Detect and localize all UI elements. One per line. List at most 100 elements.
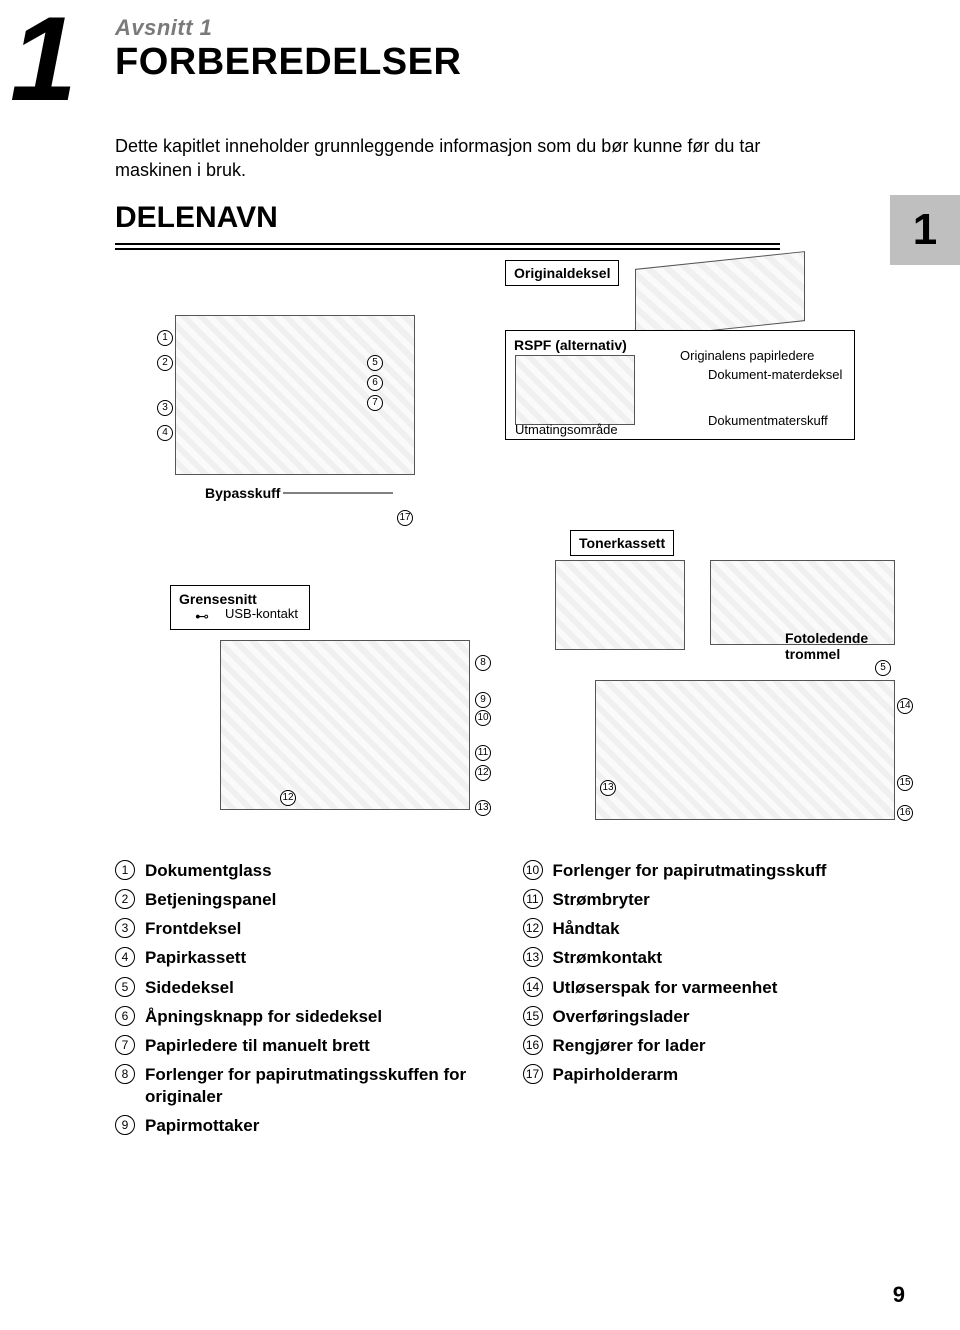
sketch-tonerkassett	[555, 560, 685, 650]
callout-r5: 5	[875, 660, 891, 676]
part-num: 4	[115, 947, 135, 967]
section-divider	[115, 243, 780, 250]
part-label: Åpningsknapp for sidedeksel	[145, 1006, 382, 1027]
part-label: Overføringslader	[553, 1006, 690, 1027]
label-fotoledende-trommel: Fotoledende trommel	[785, 630, 900, 662]
label-dokumentmaterskuff: Dokumentmaterskuff	[708, 413, 828, 428]
part-row: 4 Papirkassett	[115, 947, 493, 968]
sketch-originaldeksel	[635, 251, 805, 339]
callout-9: 9	[475, 692, 491, 708]
section-tab: 1	[890, 195, 960, 265]
label-originalens-papirledere: Originalens papirledere	[680, 348, 814, 363]
part-row: 1 Dokumentglass	[115, 860, 493, 881]
part-num: 13	[523, 947, 543, 967]
part-label: Rengjører for lader	[553, 1035, 706, 1056]
section-heading: DELENAVN	[115, 201, 900, 235]
part-row: 7 Papirledere til manuelt brett	[115, 1035, 493, 1056]
part-num: 1	[115, 860, 135, 880]
section-tab-number: 1	[913, 205, 937, 255]
part-row: 12 Håndtak	[523, 918, 901, 939]
part-row: 16 Rengjører for lader	[523, 1035, 901, 1056]
part-row: 2 Betjeningspanel	[115, 889, 493, 910]
part-label: Papirkassett	[145, 947, 246, 968]
part-label: Papirholderarm	[553, 1064, 679, 1085]
part-num: 16	[523, 1035, 543, 1055]
part-num: 14	[523, 977, 543, 997]
sketch-interior-bottom	[595, 680, 895, 820]
part-label: Forlenger for papirutmatingsskuffen for …	[145, 1064, 493, 1107]
part-row: 15 Overføringslader	[523, 1006, 901, 1027]
part-num: 8	[115, 1064, 135, 1084]
callout-17: 17	[397, 510, 413, 526]
label-rspf: RSPF (alternativ)	[514, 337, 627, 353]
part-row: 6 Åpningsknapp for sidedeksel	[115, 1006, 493, 1027]
chapter-number: 1	[10, 0, 77, 128]
sketch-rspf	[515, 355, 635, 425]
parts-list: 1 Dokumentglass 2 Betjeningspanel 3 Frontde…	[115, 860, 900, 1145]
part-num: 3	[115, 918, 135, 938]
callout-11: 11	[475, 745, 491, 761]
part-row: 9 Papirmottaker	[115, 1115, 493, 1136]
usb-icon: ⊷	[195, 608, 209, 625]
part-label: Sidedeksel	[145, 977, 234, 998]
callout-7: 7	[367, 395, 383, 411]
part-label: Utløserspak for varmeenhet	[553, 977, 778, 998]
parts-diagram: Originaldeksel RSPF (alternativ) Origina…	[115, 260, 900, 840]
callout-r13: 13	[600, 780, 616, 796]
callout-12b: 12	[280, 790, 296, 806]
callout-4: 4	[157, 425, 173, 441]
part-label: Papirledere til manuelt brett	[145, 1035, 370, 1056]
part-label: Håndtak	[553, 918, 620, 939]
part-num: 6	[115, 1006, 135, 1026]
part-label: Strømbryter	[553, 889, 650, 910]
part-row: 5 Sidedeksel	[115, 977, 493, 998]
label-dokumentmaterdeksel: Dokument-materdeksel	[708, 368, 842, 382]
callout-16: 16	[897, 805, 913, 821]
part-num: 11	[523, 889, 543, 909]
callout-10: 10	[475, 710, 491, 726]
part-num: 5	[115, 977, 135, 997]
callout-12a: 12	[475, 765, 491, 781]
intro-text: Dette kapitlet inneholder grunnleggende …	[115, 134, 900, 183]
part-row: 10 Forlenger for papirutmatingsskuff	[523, 860, 901, 881]
page-number: 9	[893, 1282, 905, 1308]
parts-col-right: 10 Forlenger for papirutmatingsskuff 11 St…	[523, 860, 901, 1145]
part-row: 8 Forlenger for papirutmatingsskuffen for…	[115, 1064, 493, 1107]
label-bypasskuff: Bypasskuff	[205, 485, 280, 501]
callout-8: 8	[475, 655, 491, 671]
part-num: 10	[523, 860, 543, 880]
part-num: 2	[115, 889, 135, 909]
callout-15: 15	[897, 775, 913, 791]
callout-14: 14	[897, 698, 913, 714]
part-row: 13 Strømkontakt	[523, 947, 901, 968]
sketch-main-copier	[175, 315, 415, 475]
part-num: 7	[115, 1035, 135, 1055]
label-usb-kontakt: USB-kontakt	[225, 607, 298, 621]
part-label: Papirmottaker	[145, 1115, 259, 1136]
callout-13: 13	[475, 800, 491, 816]
callout-3: 3	[157, 400, 173, 416]
label-tonerkassett: Tonerkassett	[570, 530, 674, 556]
part-label: Dokumentglass	[145, 860, 272, 881]
callout-1: 1	[157, 330, 173, 346]
label-originaldeksel: Originaldeksel	[505, 260, 619, 286]
part-row: 17 Papirholderarm	[523, 1064, 901, 1085]
callout-2: 2	[157, 355, 173, 371]
part-label: Betjeningspanel	[145, 889, 276, 910]
chapter-overline: Avsnitt 1	[115, 15, 960, 41]
callout-6: 6	[367, 375, 383, 391]
callout-5: 5	[367, 355, 383, 371]
part-row: 14 Utløserspak for varmeenhet	[523, 977, 901, 998]
part-num: 15	[523, 1006, 543, 1026]
label-grensesnitt: Grensesnitt	[179, 591, 257, 607]
sketch-copier-side	[220, 640, 470, 810]
part-row: 3 Frontdeksel	[115, 918, 493, 939]
parts-col-left: 1 Dokumentglass 2 Betjeningspanel 3 Frontde…	[115, 860, 493, 1145]
part-label: Forlenger for papirutmatingsskuff	[553, 860, 827, 881]
part-row: 11 Strømbryter	[523, 889, 901, 910]
part-label: Strømkontakt	[553, 947, 663, 968]
part-num: 9	[115, 1115, 135, 1135]
part-label: Frontdeksel	[145, 918, 241, 939]
part-num: 12	[523, 918, 543, 938]
part-num: 17	[523, 1064, 543, 1084]
